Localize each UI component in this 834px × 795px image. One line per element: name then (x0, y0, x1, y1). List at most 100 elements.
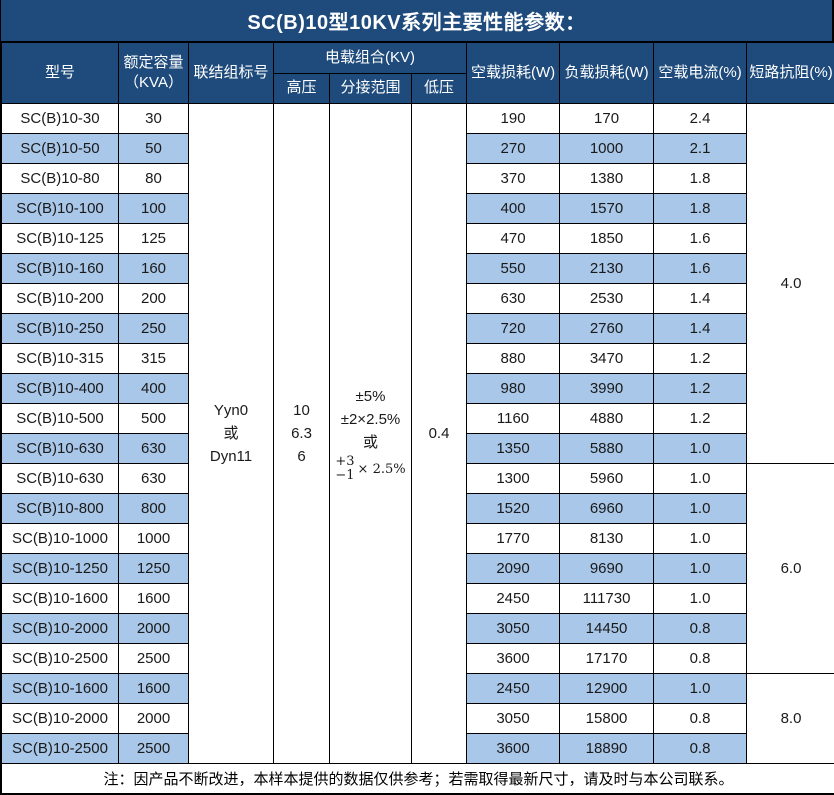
impedance-cell: 6.0 (746, 463, 834, 674)
no-load-loss-cell: 1350 (466, 433, 561, 464)
capacity-cell: 250 (118, 313, 189, 344)
load-loss-cell: 15800 (559, 703, 655, 734)
no-load-loss-cell: 980 (466, 373, 561, 404)
no-load-current-cell: 1.8 (653, 193, 748, 224)
no-load-current-cell: 0.8 (653, 733, 748, 764)
capacity-cell: 125 (118, 223, 189, 254)
no-load-current-cell: 0.8 (653, 703, 748, 734)
no-load-current-cell: 1.4 (653, 313, 748, 344)
load-loss-cell: 14450 (559, 613, 655, 644)
col-header-lv: 低压 (410, 73, 468, 104)
no-load-current-cell: 1.4 (653, 283, 748, 314)
no-load-current-cell: 1.2 (653, 403, 748, 434)
page-title: SC(B)10型10KV系列主要性能参数： (1, 0, 832, 42)
table-row: SC(B)10-200 200 630 2530 1.4 (1, 283, 834, 314)
no-load-loss-cell: 3600 (466, 643, 561, 674)
tap-range-cell: ±5% ±2×2.5% 或 +3 −1 × 2.5% (329, 103, 412, 764)
load-loss-cell: 1570 (559, 193, 655, 224)
table-row: SC(B)10-2500 2500 3600 18890 0.8 (1, 733, 834, 764)
no-load-current-cell: 1.0 (653, 523, 748, 554)
model-cell: SC(B)10-200 (1, 283, 119, 314)
table-row: SC(B)10-2000 2000 3050 15800 0.8 (1, 703, 834, 734)
col-header-hv: 高压 (273, 73, 330, 104)
no-load-current-cell: 1.2 (653, 343, 748, 374)
model-cell: SC(B)10-80 (1, 163, 119, 194)
col-header-capacity-line1: 额定容量 (123, 53, 184, 71)
spec-table: 型号 额定容量 （KVA） 联结组标号 电载组合(KV) 空载损耗(W) 负载损… (0, 42, 834, 794)
hv-line: 6.3 (291, 425, 312, 442)
model-cell: SC(B)10-400 (1, 373, 119, 404)
table-row: SC(B)10-2500 2500 3600 17170 0.8 (1, 643, 834, 674)
capacity-cell: 2000 (118, 703, 189, 734)
tap-plus-minus-notation: +3 −1 × 2.5% (331, 455, 411, 482)
load-loss-cell: 2130 (559, 253, 655, 284)
no-load-loss-cell: 470 (466, 223, 561, 254)
capacity-cell: 100 (118, 193, 189, 224)
col-header-no-load-current: 空载电流(%) (653, 42, 748, 104)
col-header-load-loss: 负载损耗(W) (559, 42, 655, 104)
capacity-cell: 160 (118, 253, 189, 284)
hv-cell: 10 6.3 6 (273, 103, 330, 764)
lv-cell: 0.4 (410, 103, 468, 764)
table-row: SC(B)10-30 30 Yyn0 或 Dyn11 10 6.3 6 ±5% ±2×2.5% 或 +… (1, 103, 834, 764)
impedance-cell: 4.0 (746, 103, 834, 464)
model-cell: SC(B)10-630 (1, 463, 119, 494)
no-load-current-cell: 1.8 (653, 163, 748, 194)
table-row: SC(B)10-125 125 470 1850 1.6 (1, 223, 834, 254)
load-loss-cell: 2760 (559, 313, 655, 344)
no-load-loss-cell: 400 (466, 193, 561, 224)
load-loss-cell: 12900 (559, 673, 655, 704)
model-cell: SC(B)10-100 (1, 193, 119, 224)
load-loss-cell: 18890 (559, 733, 655, 764)
table-row: SC(B)10-1000 1000 1770 8130 1.0 (1, 523, 834, 554)
capacity-cell: 1600 (118, 673, 189, 704)
connection-group-cell: Yyn0 或 Dyn11 (188, 103, 274, 764)
load-loss-cell: 3990 (559, 373, 655, 404)
capacity-cell: 315 (118, 343, 189, 374)
load-loss-cell: 5880 (559, 433, 655, 464)
connection-line: Yyn0 (213, 402, 249, 419)
model-cell: SC(B)10-30 (1, 103, 119, 134)
table-row: SC(B)10-80 80 370 1380 1.8 (1, 163, 834, 194)
connection-line: Dyn11 (209, 448, 253, 465)
no-load-current-cell: 1.0 (653, 493, 748, 524)
no-load-loss-cell: 2450 (466, 583, 561, 614)
model-cell: SC(B)10-315 (1, 343, 119, 374)
load-loss-cell: 3470 (559, 343, 655, 374)
model-cell: SC(B)10-1600 (1, 673, 119, 704)
capacity-cell: 630 (118, 433, 189, 464)
model-cell: SC(B)10-2000 (1, 703, 119, 734)
capacity-cell: 1250 (118, 553, 189, 584)
capacity-cell: 800 (118, 493, 189, 524)
model-cell: SC(B)10-1600 (1, 583, 119, 614)
no-load-current-cell: 1.0 (653, 553, 748, 584)
model-cell: SC(B)10-160 (1, 253, 119, 284)
load-loss-cell: 6960 (559, 493, 655, 524)
capacity-cell: 500 (118, 403, 189, 434)
table-row: SC(B)10-315 315 880 3470 1.2 (1, 343, 834, 374)
load-loss-cell: 2530 (559, 283, 655, 314)
col-header-connection: 联结组标号 (188, 42, 274, 104)
no-load-loss-cell: 880 (466, 343, 561, 374)
no-load-current-cell: 1.0 (653, 433, 748, 464)
table-row: SC(B)10-2000 2000 3050 14450 0.8 (1, 613, 834, 644)
model-cell: SC(B)10-250 (1, 313, 119, 344)
model-cell: SC(B)10-800 (1, 493, 119, 524)
col-header-capacity: 额定容量 （KVA） (118, 42, 189, 104)
no-load-loss-cell: 1300 (466, 463, 561, 494)
no-load-current-cell: 1.0 (653, 673, 748, 704)
no-load-loss-cell: 1160 (466, 403, 561, 434)
no-load-loss-cell: 550 (466, 253, 561, 284)
capacity-cell: 200 (118, 283, 189, 314)
col-header-model: 型号 (1, 42, 119, 104)
col-header-tap-range: 分接范围 (329, 73, 412, 104)
tap-line: 或 (362, 433, 378, 451)
no-load-loss-cell: 2090 (466, 553, 561, 584)
capacity-cell: 1600 (118, 583, 189, 614)
model-cell: SC(B)10-2500 (1, 733, 119, 764)
model-cell: SC(B)10-500 (1, 403, 119, 434)
load-loss-cell: 170 (559, 103, 655, 134)
no-load-current-cell: 0.8 (653, 643, 748, 674)
table-row: SC(B)10-1600 1600 2450 12900 1.0 8.0 (1, 673, 834, 764)
col-header-impedance: 短路抗阻(%) (746, 42, 834, 104)
